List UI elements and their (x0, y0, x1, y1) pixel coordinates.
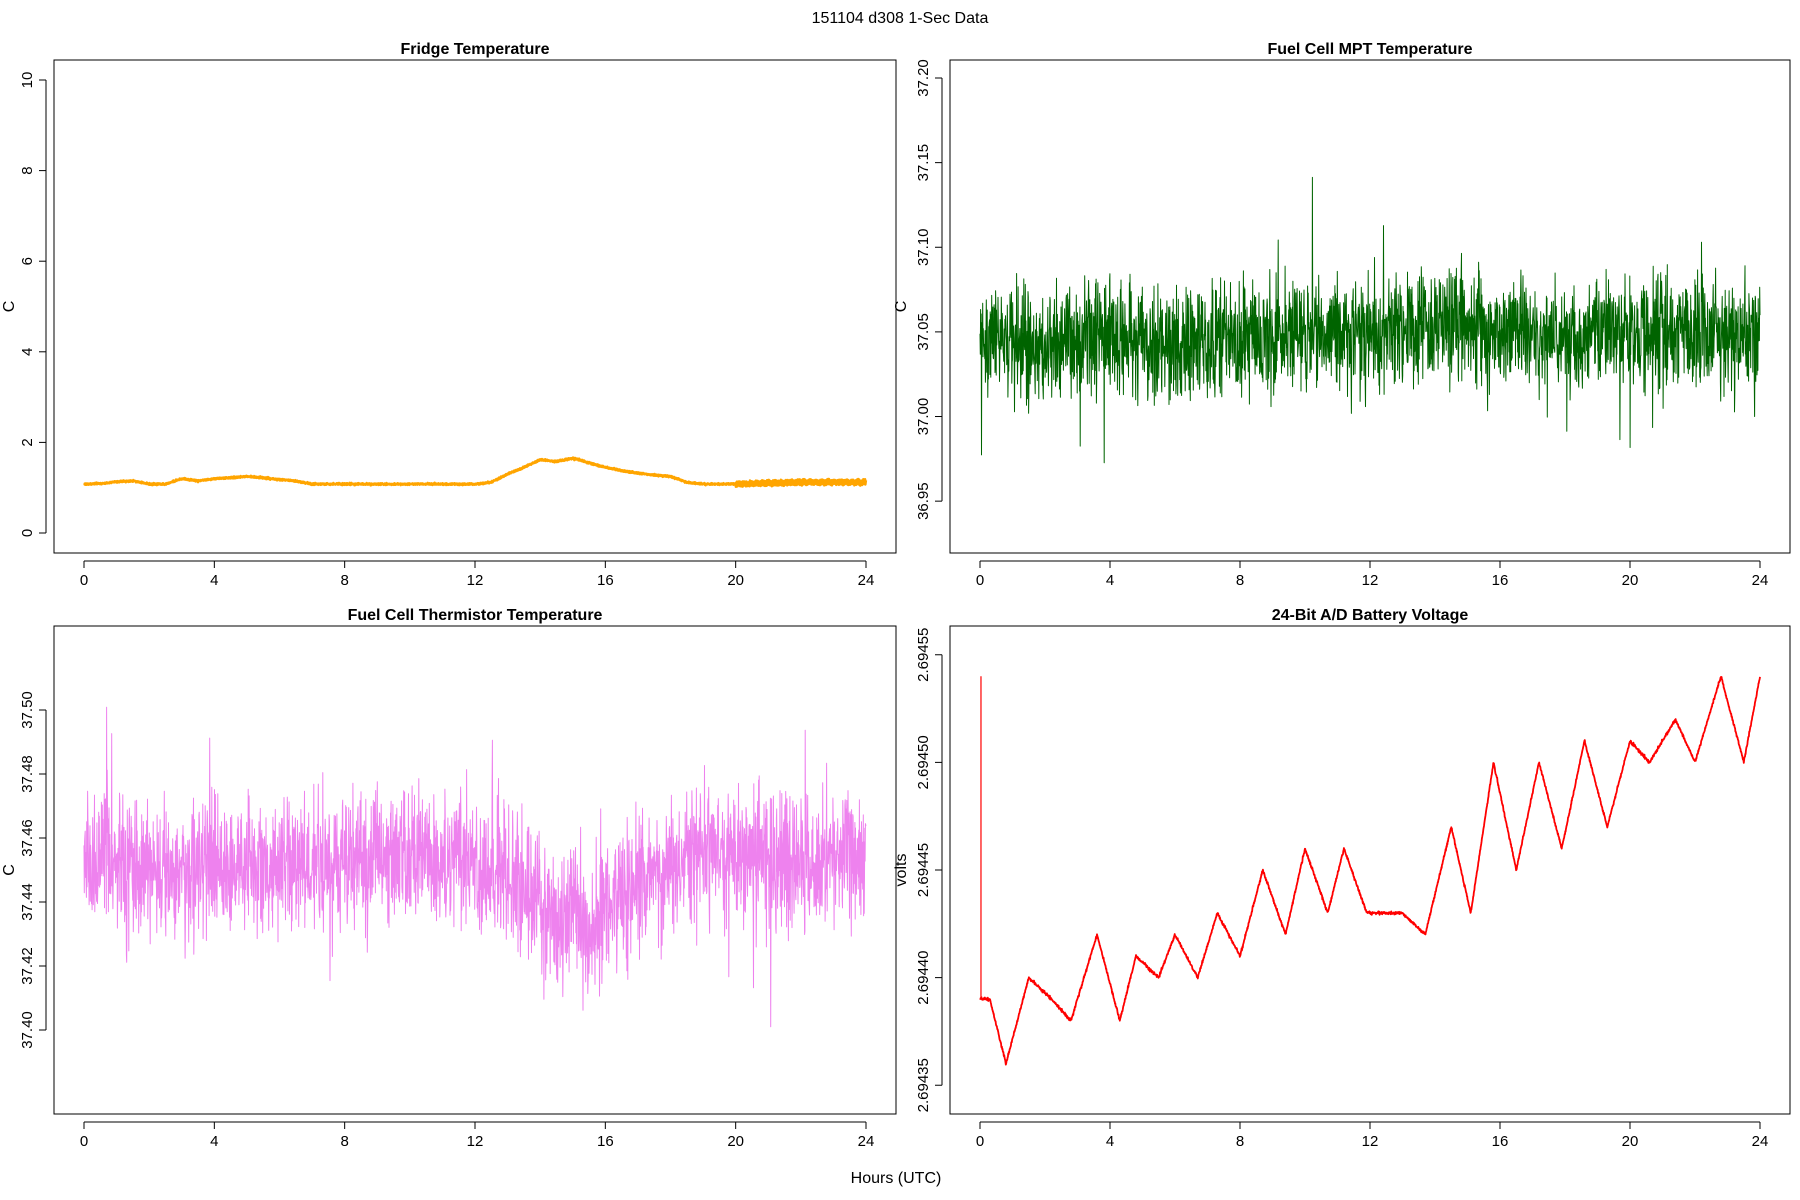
chart-title: Fuel Cell Thermistor Temperature (348, 607, 603, 624)
y-axis-label: C (1, 864, 18, 876)
y-tick-label: 2.69445 (915, 843, 932, 897)
plot-frame (53, 625, 897, 1115)
y-tick-label: 37.20 (915, 59, 932, 97)
series-line (83, 456, 868, 488)
y-tick-label: 37.42 (19, 947, 36, 985)
y-tick-label: 37.15 (915, 144, 932, 182)
y-axis-label: C (893, 301, 910, 313)
chart-title: Fuel Cell MPT Temperature (1267, 41, 1472, 58)
x-tick-label: 12 (467, 1133, 484, 1150)
y-tick-label: 37.48 (19, 755, 36, 793)
y-tick-label: 37.10 (915, 228, 932, 266)
x-tick-label: 20 (727, 572, 744, 589)
x-tick-label: 4 (1106, 1133, 1114, 1150)
x-tick-label: 20 (1622, 572, 1639, 589)
y-tick-label: 37.00 (915, 398, 932, 436)
chart-title: Fridge Temperature (400, 41, 549, 58)
x-tick-label: 4 (1106, 572, 1114, 589)
chart-panel-4: 24-Bit A/D Battery Voltage 0 4 8 12 16 20 24 2.6… (893, 607, 1791, 1150)
y-tick-label: 37.46 (19, 819, 36, 857)
series-line (83, 706, 867, 1028)
x-tick-label: 4 (210, 572, 218, 589)
x-tick-label: 0 (80, 1133, 88, 1150)
x-tick-label: 8 (340, 1133, 348, 1150)
figure-title: 151104 d308 1-Sec Data (812, 10, 989, 27)
y-tick-label: 2.69450 (915, 735, 932, 789)
chart-panel-2: Fuel Cell MPT Temperature 0 4 8 12 16 20 24 36.9… (893, 41, 1791, 589)
y-axis-label: volts (893, 854, 910, 887)
y-tick-label: 37.44 (19, 883, 36, 921)
x-tick-label: 0 (976, 572, 984, 589)
x-tick-label: 8 (340, 572, 348, 589)
y-tick-label: 37.50 (19, 691, 36, 729)
y-tick-label: 6 (19, 257, 36, 265)
chart-panel-3: Fuel Cell Thermistor Temperature 0 4 8 12 16 2… (1, 607, 897, 1150)
x-tick-label: 24 (858, 1133, 875, 1150)
x-tick-label: 4 (210, 1133, 218, 1150)
series-line (979, 176, 1761, 464)
y-tick-label: 2.69455 (915, 628, 932, 682)
y-tick-label: 37.05 (915, 313, 932, 351)
x-tick-label: 12 (1362, 572, 1379, 589)
x-tick-label: 24 (1752, 572, 1769, 589)
x-tick-label: 16 (1492, 572, 1509, 589)
y-tick-label: 10 (19, 72, 36, 89)
x-tick-label: 16 (597, 1133, 614, 1150)
y-tick-label: 0 (19, 529, 36, 537)
x-tick-label: 12 (467, 572, 484, 589)
plot-frame (949, 59, 1791, 554)
x-tick-label: 0 (976, 1133, 984, 1150)
y-tick-label: 2 (19, 438, 36, 446)
x-tick-label: 16 (597, 572, 614, 589)
y-tick-label: 2.69440 (915, 951, 932, 1005)
chart-title: 24-Bit A/D Battery Voltage (1272, 607, 1469, 624)
y-tick-label: 4 (19, 348, 36, 356)
x-tick-label: 8 (1236, 572, 1244, 589)
x-tick-label: 16 (1492, 1133, 1509, 1150)
x-tick-label: 12 (1362, 1133, 1379, 1150)
x-tick-label: 0 (80, 572, 88, 589)
y-tick-label: 8 (19, 166, 36, 174)
plot-frame (53, 59, 897, 554)
x-tick-label: 24 (858, 572, 875, 589)
x-tick-label: 20 (727, 1133, 744, 1150)
y-tick-label: 36.95 (915, 482, 932, 520)
plot-frame (949, 625, 1791, 1115)
series-line (979, 676, 1761, 1066)
x-tick-label: 20 (1622, 1133, 1639, 1150)
y-tick-label: 2.69435 (915, 1058, 932, 1112)
y-axis-label: C (1, 301, 18, 313)
x-tick-label: 24 (1752, 1133, 1769, 1150)
x-tick-label: 8 (1236, 1133, 1244, 1150)
y-tick-label: 37.40 (19, 1011, 36, 1049)
figure-xlabel: Hours (UTC) (851, 1170, 942, 1187)
